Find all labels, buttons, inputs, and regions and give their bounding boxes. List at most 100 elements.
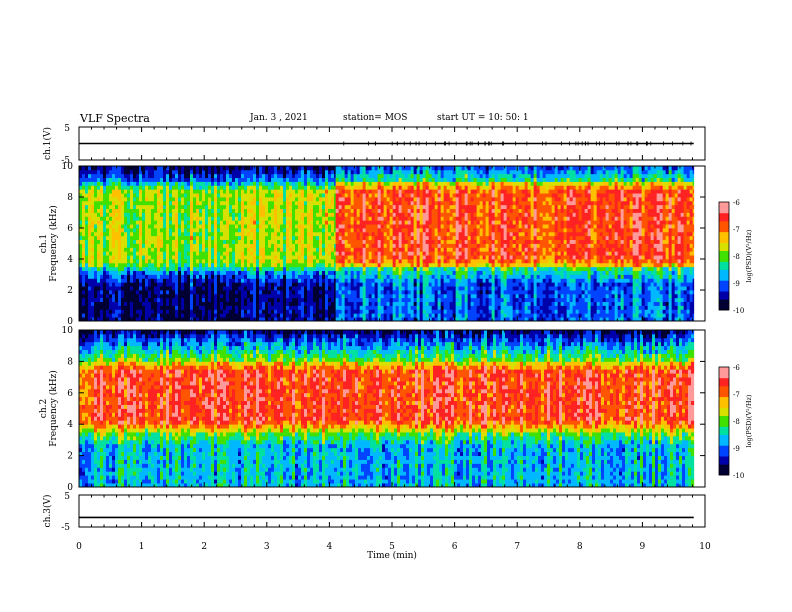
- spectrogram-cell: [277, 220, 281, 225]
- spectrogram-cell: [419, 228, 424, 233]
- spectrogram-cell: [395, 212, 400, 217]
- spectrogram-cell: [334, 317, 337, 322]
- spectrogram-cell: [319, 224, 323, 229]
- spectrogram-cell: [82, 177, 86, 182]
- spectrogram-cell: [178, 309, 182, 314]
- spectrogram-cell: [91, 216, 95, 221]
- spectrogram-cell: [91, 169, 95, 175]
- spectrogram-cell: [196, 270, 200, 275]
- spectrogram-cell: [238, 243, 242, 248]
- spectrogram-cell: [395, 169, 400, 175]
- spectrogram-cell: [127, 177, 131, 182]
- spectrogram-cell: [109, 228, 113, 233]
- spectrogram-cell: [268, 313, 272, 318]
- spectrogram-cell: [166, 301, 170, 306]
- spectrogram-cell: [208, 293, 212, 299]
- spectrogram-cell: [232, 317, 236, 322]
- spectrogram-cell: [410, 197, 415, 202]
- spectrogram-cell: [103, 266, 107, 272]
- spectrogram-cell: [335, 212, 340, 217]
- spectrogram-cell: [160, 224, 164, 229]
- spectrogram-cell: [118, 286, 122, 291]
- spectrogram-cell: [241, 290, 245, 295]
- spectrogram-cell: [172, 259, 176, 264]
- spectrogram-cell: [431, 274, 436, 279]
- spectrogram-cell: [295, 251, 299, 256]
- spectrogram-cell: [431, 270, 436, 275]
- spectrogram-cell: [304, 235, 308, 241]
- spectrogram-cell: [211, 220, 215, 225]
- spectrogram-cell: [139, 216, 143, 221]
- spectrogram-cell: [85, 293, 89, 299]
- spectrogram-cell: [136, 181, 140, 186]
- spectrogram-cell: [286, 166, 290, 171]
- spectrogram-cell: [392, 204, 397, 210]
- spectrogram-cell: [256, 197, 260, 202]
- spectrogram-cell: [316, 290, 320, 295]
- spectrogram-cell: [127, 243, 131, 248]
- spectrogram-cell: [322, 166, 326, 171]
- spectrogram-cell: [371, 231, 376, 237]
- spectrogram-cell: [407, 301, 412, 306]
- spectrogram-cell: [226, 224, 230, 229]
- spectrogram-cell: [121, 193, 125, 198]
- spectrogram-cell: [310, 235, 314, 241]
- spectrogram-cell: [82, 169, 86, 175]
- spectrogram-cell: [124, 262, 128, 268]
- spectrogram-cell: [208, 231, 212, 237]
- spectrogram-cell: [362, 193, 367, 198]
- station-label: station= MOS: [343, 113, 408, 123]
- spectrogram-cell: [334, 228, 337, 233]
- spectrogram-cell: [193, 173, 197, 179]
- spectrogram-cell: [163, 305, 167, 310]
- spectrogram-cell: [121, 231, 125, 237]
- spectrogram-cell: [157, 189, 161, 194]
- spectrogram-cell: [250, 297, 254, 303]
- spectrogram-cell: [359, 301, 364, 306]
- spectrogram-cell: [211, 247, 215, 252]
- spectrogram-cell: [97, 204, 101, 210]
- spectrogram-cell: [377, 259, 382, 264]
- spectrogram-cell: [404, 189, 409, 194]
- spectrogram-cell: [160, 231, 164, 237]
- spectrogram-cell: [341, 189, 346, 194]
- spectrogram-cell: [115, 266, 119, 272]
- spectrogram-cell: [301, 239, 305, 244]
- spectrogram-cell: [190, 313, 194, 318]
- spectrogram-cell: [374, 313, 379, 318]
- spectrogram-cell: [208, 247, 212, 252]
- spectrogram-cell: [172, 173, 176, 179]
- spectrogram-cell: [208, 235, 212, 241]
- spectrogram-cell: [335, 286, 340, 291]
- spectrogram-cell: [226, 247, 230, 252]
- spectrogram-cell: [322, 282, 326, 287]
- spectrogram-cell: [196, 235, 200, 241]
- spectrogram-cell: [422, 305, 427, 310]
- spectrogram-cell: [295, 220, 299, 225]
- spectrogram-cell: [344, 193, 349, 198]
- spectrogram-cell: [325, 231, 329, 237]
- spectrogram-cell: [220, 231, 224, 237]
- spectrogram-cell: [268, 274, 272, 279]
- spectrogram-cell: [286, 235, 290, 241]
- spectrogram-cell: [97, 313, 101, 318]
- spectrogram-cell: [283, 169, 287, 175]
- spectrogram-cell: [238, 189, 242, 194]
- spectrogram-cell: [199, 166, 203, 171]
- spectrogram-cell: [178, 228, 182, 233]
- spectrogram-cell: [205, 247, 209, 252]
- spectrogram-cell: [325, 216, 329, 221]
- spectrogram-cell: [79, 204, 83, 210]
- spectrogram-cell: [319, 185, 323, 190]
- spectrogram-cell: [280, 274, 284, 279]
- spectrogram-cell: [289, 173, 293, 179]
- spectrogram-cell: [118, 313, 122, 318]
- spectrogram-cell: [280, 278, 284, 283]
- spectrogram-cell: [115, 212, 119, 217]
- spectrogram-cell: [193, 262, 197, 268]
- spectrogram-cell: [238, 173, 242, 179]
- spectrogram-cell: [139, 301, 143, 306]
- spectrogram-cell: [341, 193, 346, 198]
- spectrogram-cell: [422, 193, 427, 198]
- spectrogram-cell: [395, 247, 400, 252]
